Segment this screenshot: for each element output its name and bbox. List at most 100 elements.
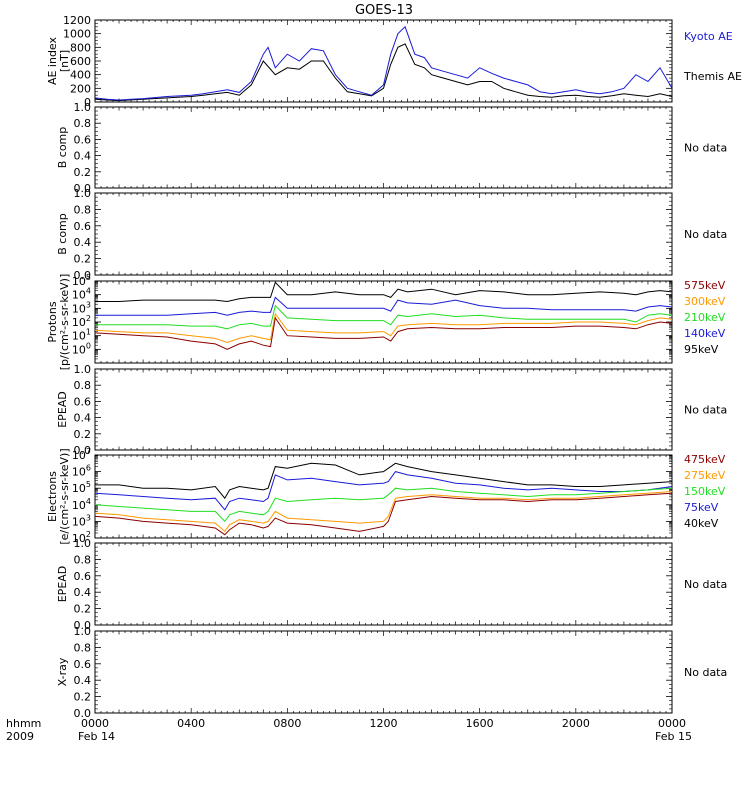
y-tick-label: 102 (72, 314, 91, 329)
panel-b1: 0.0 0.2 0.4 0.6 0.8 1.0 B comp No data (56, 101, 727, 195)
y-tick-label: 105 (72, 480, 91, 495)
panel-frame (94, 106, 673, 189)
y-tick-label: 0.2 (74, 253, 92, 266)
y-tick-label: 0.2 (74, 166, 92, 179)
y-tick-label: 0.8 (74, 379, 92, 392)
y-tick-label: 105 (72, 273, 91, 288)
time-tick-label: 0000 (658, 717, 686, 730)
y-axis-label: [nT] (58, 50, 71, 72)
time-axis-row2-label: 2009 (6, 730, 34, 743)
y-tick-label: 0.6 (74, 570, 92, 583)
y-tick-label: 0.8 (74, 553, 92, 566)
time-axis-row1-label: hhmm (6, 717, 41, 730)
legend-entry: 40keV (684, 517, 719, 530)
y-tick-label: 0.6 (74, 220, 92, 233)
panel-epead2: 0.0 0.2 0.4 0.6 0.8 1.0 EPEAD No data (56, 537, 727, 632)
y-tick-label: 1200 (63, 14, 91, 27)
series-line-themis-ae (95, 43, 672, 102)
y-tick-label: 104 (72, 287, 91, 302)
series-line-95kev (95, 281, 672, 303)
panel-frame (94, 542, 673, 626)
y-tick-label: 103 (72, 513, 91, 528)
y-axis-label: Protons (46, 301, 59, 342)
series-line-150kev (95, 487, 672, 523)
panel-frame (94, 19, 673, 103)
legend-entry: 475keV (684, 453, 726, 466)
series-line-75kev (95, 471, 672, 511)
time-tick-label: 0800 (273, 717, 301, 730)
time-tick-label: 0000 (81, 717, 109, 730)
panel-frame (94, 368, 673, 451)
panel-frame (94, 630, 673, 714)
series-line-475kev (95, 492, 672, 536)
y-axis-label: [e/(cm²-s-sr-keV)] (58, 448, 71, 544)
legend-entry: Themis AE (683, 70, 742, 83)
y-tick-label: 100 (72, 341, 91, 356)
legend-entry: 140keV (684, 327, 726, 340)
y-tick-label: 0.8 (74, 203, 92, 216)
series-line-275kev (95, 491, 672, 533)
y-tick-label: 0.8 (74, 641, 92, 654)
y-tick-label: 1.0 (74, 187, 92, 200)
y-tick-label: 0.4 (74, 412, 92, 425)
y-tick-label: 0.4 (74, 150, 92, 163)
y-tick-label: 0.6 (74, 395, 92, 408)
legend-entry: 75keV (684, 501, 719, 514)
date-label-start: Feb 14 (78, 730, 115, 743)
y-axis-label: EPEAD (56, 566, 69, 603)
y-tick-label: 1.0 (74, 537, 92, 550)
y-tick-label: 400 (70, 69, 91, 82)
legend-entry: 575keV (684, 279, 726, 292)
panel-xray: 0.0 0.2 0.4 0.6 0.8 1.0 X-ray No data (56, 625, 727, 720)
y-tick-label: 0.0 (74, 619, 92, 632)
legend-entry: 210keV (684, 311, 726, 324)
panel-frame (94, 192, 673, 276)
y-tick-label: 0.2 (74, 428, 92, 441)
y-tick-label: 0.2 (74, 691, 92, 704)
panel-b2: 0.0 0.2 0.4 0.6 0.8 1.0 B comp No data (56, 187, 727, 282)
y-axis-label: [p/(cm²-s-sr-keV)] (58, 274, 71, 371)
y-tick-label: 0.8 (74, 117, 92, 130)
y-tick-label: 0.4 (74, 586, 92, 599)
y-tick-label: 800 (70, 41, 91, 54)
y-tick-label: 0.0 (74, 707, 92, 720)
time-tick-label: 1200 (370, 717, 398, 730)
y-tick-label: 200 (70, 82, 91, 95)
y-axis-label: Electrons (46, 471, 59, 522)
y-tick-label: 1000 (63, 28, 91, 41)
y-tick-label: 0.6 (74, 658, 92, 671)
no-data-label: No data (684, 404, 727, 417)
series-line-140kev (95, 296, 672, 316)
legend-entry: 300keV (684, 295, 726, 308)
time-tick-label: 0400 (177, 717, 205, 730)
y-tick-label: 0.4 (74, 236, 92, 249)
y-tick-label: 102 (72, 530, 91, 545)
no-data-label: No data (684, 666, 727, 679)
series-line-kyoto-ae (95, 25, 672, 101)
y-tick-label: 600 (70, 55, 91, 68)
y-tick-label: 0.0 (74, 269, 92, 282)
series-line-575kev (95, 316, 672, 350)
y-axis-label: AE index (46, 36, 59, 85)
panel-frame (94, 454, 673, 539)
y-axis-label: B comp (56, 127, 69, 169)
y-tick-label: 0.4 (74, 674, 92, 687)
series-line-300kev (95, 312, 672, 344)
y-tick-label: 0.2 (74, 603, 92, 616)
legend-entry: 95keV (684, 343, 719, 356)
y-tick-label: 106 (72, 464, 91, 479)
no-data-label: No data (684, 228, 727, 241)
y-tick-label: 1.0 (74, 101, 92, 114)
plot-title: GOES-13 (355, 3, 413, 18)
y-tick-label: 1.0 (74, 363, 92, 376)
series-line-40kev (95, 462, 672, 500)
legend-entry: 150keV (684, 485, 726, 498)
y-tick-label: 1.0 (74, 625, 92, 638)
no-data-label: No data (684, 142, 727, 155)
y-tick-label: 0.6 (74, 133, 92, 146)
y-tick-label: 0.0 (74, 444, 92, 457)
